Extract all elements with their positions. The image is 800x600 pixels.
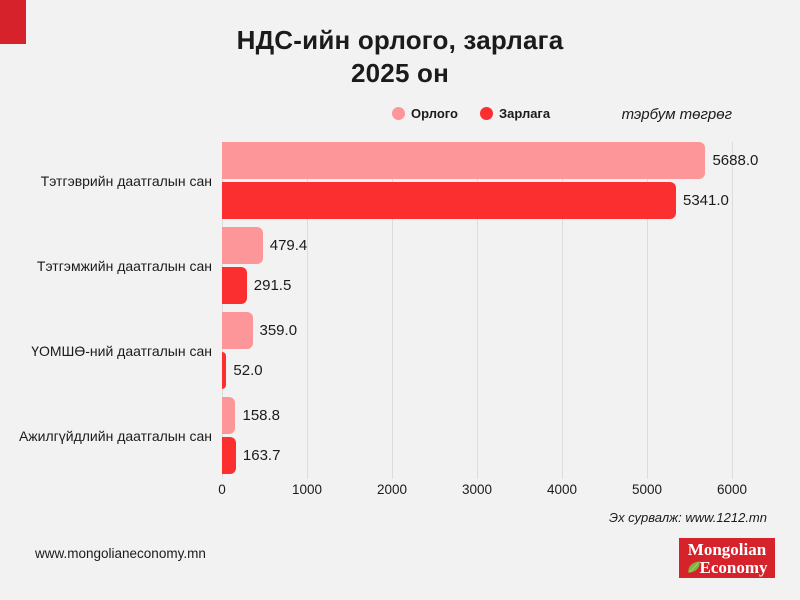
gridline (562, 142, 563, 479)
website-url: www.mongolianeconomy.mn (35, 546, 206, 561)
logo: Mongolian Economy (679, 538, 775, 578)
source-note: Эх сурвалж: www.1212.mn (609, 510, 767, 525)
bar-value-label: 359.0 (259, 321, 298, 339)
leaf-icon (687, 561, 700, 573)
gridline (647, 142, 648, 479)
chart-area: 0 1000 2000 3000 4000 5000 6000 Тэтгэврийн даат… (19, 142, 758, 497)
expense-bar (222, 182, 676, 219)
x-axis-tick-label: 4000 (546, 482, 578, 497)
expense-bar (222, 267, 247, 304)
gridline (477, 142, 478, 479)
income-bar (222, 312, 253, 349)
bar-value-label: 52.0 (233, 361, 263, 379)
bar-value-label: 5688.0 (712, 151, 759, 169)
category-label: Ажилгүйдлийн даатгалын сан (18, 427, 212, 444)
category-label: Тэтгэврийн даатгалын сан (40, 172, 212, 189)
bar-value-label: 158.8 (242, 406, 281, 424)
expense-bar (222, 437, 236, 474)
gridline (732, 142, 733, 479)
bar-value-label: 5341.0 (682, 191, 729, 209)
bar-value-label: 479.4 (269, 236, 308, 254)
logo-line2-row: Economy (687, 559, 768, 576)
category-label: ҮОМШӨ-ний даатгалын сан (31, 342, 212, 359)
x-axis-tick-label: 5000 (631, 482, 663, 497)
legend-label: Зарлага (498, 106, 551, 121)
legend-item-expense: Зарлага (479, 106, 551, 121)
bar-value-label: 163.7 (242, 446, 281, 464)
legend-dot-icon (479, 107, 493, 120)
unit-label: тэрбум төгрөг (621, 106, 732, 123)
chart-title: НДС-ийн орлого, зарлага (236, 25, 564, 55)
income-bar (222, 142, 706, 179)
gridline (307, 142, 308, 479)
expense-bar (222, 352, 227, 389)
x-axis-tick-label: 1000 (291, 482, 323, 497)
bar-value-label: 291.5 (253, 276, 292, 294)
gridline (392, 142, 393, 479)
logo-line2: Economy (699, 557, 768, 577)
x-axis-tick-label: 0 (218, 482, 226, 497)
income-bar (222, 397, 236, 434)
gridline (222, 142, 223, 479)
legend-item-income: Орлого (392, 106, 458, 121)
logo-line1: Mongolian (687, 539, 767, 559)
category-label: Тэтгэмжийн даатгалын сан (36, 257, 212, 274)
x-axis-tick-label: 3000 (461, 482, 493, 497)
legend: Орлого Зарлага (392, 106, 550, 121)
x-axis-tick-label: 6000 (716, 482, 748, 497)
x-axis-tick-label: 2000 (376, 482, 408, 497)
income-bar (222, 227, 263, 264)
accent-block (0, 0, 26, 44)
legend-dot-icon (392, 107, 405, 120)
legend-label: Орлого (411, 106, 458, 121)
chart-subtitle: 2025 он (350, 58, 450, 88)
